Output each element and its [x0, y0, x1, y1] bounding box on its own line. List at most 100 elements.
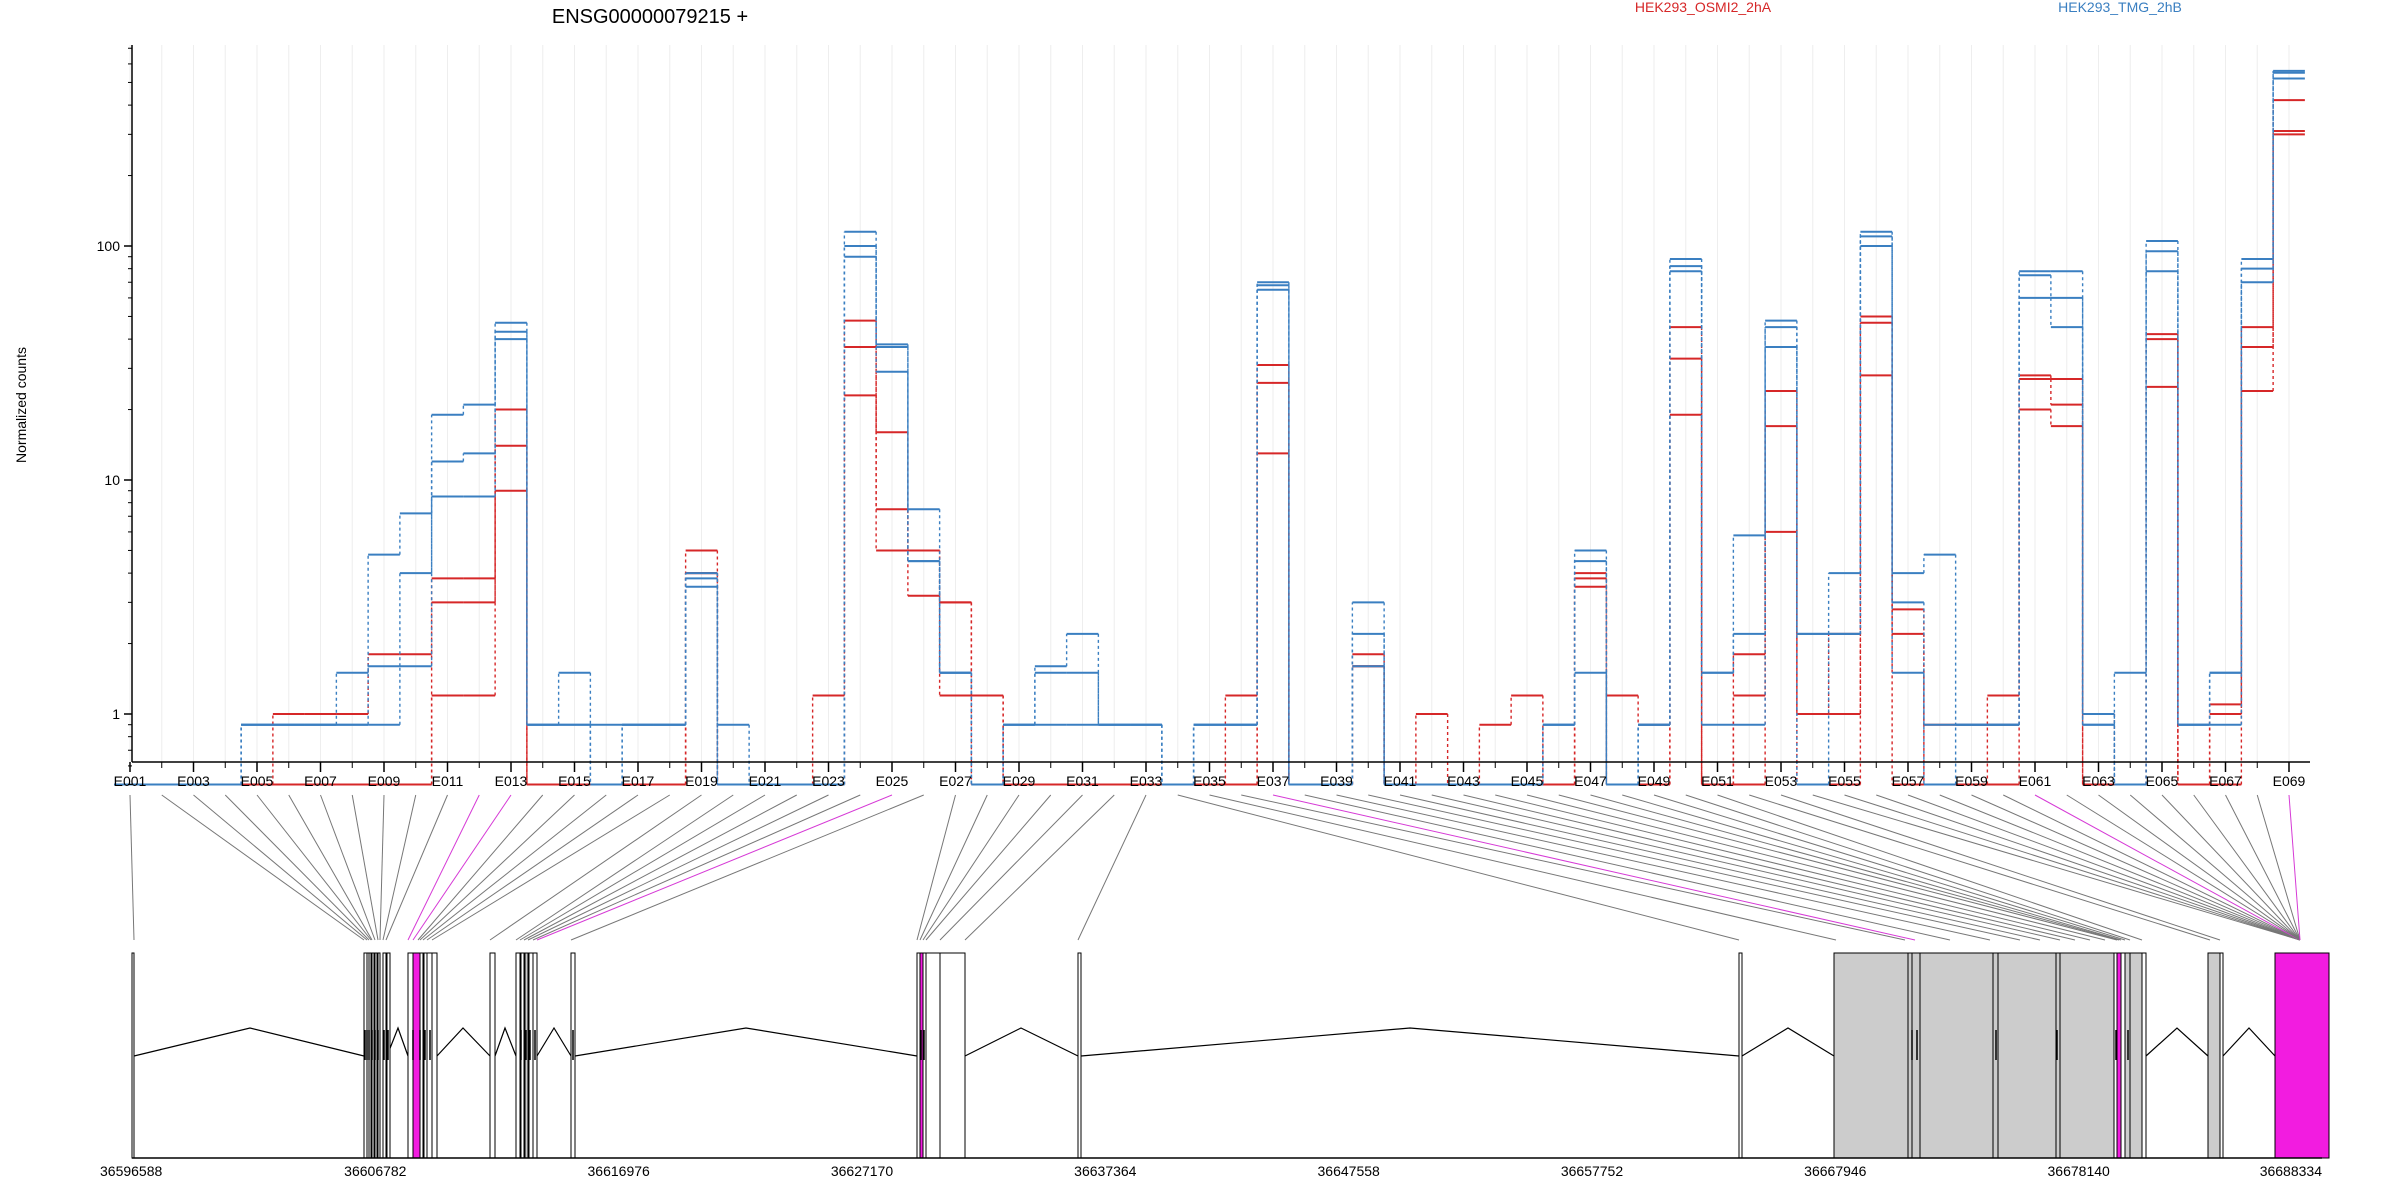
- exon-connector-lines: [129, 794, 2301, 941]
- y-axis-ticks: 1 10 100: [97, 47, 132, 785]
- exon-connector: [431, 794, 671, 941]
- exon-block: [2129, 952, 2143, 1159]
- x-tick-label: E051: [1701, 773, 1734, 789]
- exon-connector: [1622, 794, 2122, 941]
- exon-connector: [129, 794, 135, 941]
- exon-connector: [412, 794, 512, 941]
- exon-connector: [1590, 794, 2120, 941]
- series-step-connector: [240, 72, 2274, 785]
- exon-block: [2274, 952, 2330, 1159]
- legend-entry-2: HEK293_TMG_2hB: [2058, 0, 2182, 15]
- exon-connector: [1431, 794, 2061, 941]
- exon-connector: [2003, 794, 2301, 941]
- intron-line: [2145, 1027, 2209, 1057]
- genomic-coordinate-label: 36606782: [344, 1163, 407, 1179]
- x-tick-label: E009: [368, 773, 401, 789]
- genomic-coordinate-label: 36667946: [1804, 1163, 1867, 1179]
- x-tick-label: E043: [1447, 773, 1480, 789]
- exon-block: [2207, 952, 2221, 1159]
- exon-connector: [2161, 794, 2301, 941]
- y-tick-label: 1: [112, 706, 120, 722]
- gene-model: 36596588 36606782 36616976 36627170 36637364…: [100, 952, 2330, 1179]
- exon-connector: [320, 794, 376, 941]
- exon-connector: [1526, 794, 2106, 941]
- x-tick-label: E055: [1828, 773, 1861, 789]
- genomic-coordinate-label: 36678140: [2048, 1163, 2111, 1179]
- exon-connector: [2098, 794, 2301, 941]
- x-tick-label: E037: [1257, 773, 1290, 789]
- exon-block: [1911, 952, 1921, 1159]
- exon-block: [489, 952, 496, 1159]
- intron-line: [494, 1026, 517, 1057]
- x-tick-label: E029: [1003, 773, 1036, 789]
- series-step-connector: [240, 70, 2274, 785]
- x-tick-label: E007: [304, 773, 337, 789]
- exon-connector: [1939, 794, 2301, 941]
- intron-line: [964, 1027, 1079, 1057]
- x-tick-label: E001: [114, 773, 147, 789]
- exon-connector: [1844, 794, 2301, 941]
- genomic-coordinate-label: 36616976: [588, 1163, 651, 1179]
- y-tick-label: 10: [104, 472, 120, 488]
- exon-connector: [1653, 794, 2126, 941]
- exon-connector: [1077, 794, 1147, 941]
- intron-line: [1080, 1027, 1740, 1057]
- exon-connector: [417, 794, 544, 941]
- x-tick-label: E061: [2019, 773, 2052, 789]
- exon-connector: [1463, 794, 2076, 941]
- exon-connector: [922, 794, 1020, 941]
- exon-block: [2116, 952, 2122, 1159]
- exon-blocks: [131, 952, 2330, 1159]
- x-tick-label: E063: [2082, 773, 2115, 789]
- y-axis-label: Normalized counts: [13, 347, 29, 463]
- genomic-coordinate-label: 36627170: [831, 1163, 894, 1179]
- exon-connector: [2066, 794, 2301, 941]
- exon-connector: [1685, 794, 2131, 941]
- exon-connector: [419, 794, 575, 941]
- exon-connector: [1177, 794, 1740, 941]
- x-tick-label: E033: [1130, 773, 1163, 789]
- exon-block: [1833, 952, 1909, 1159]
- exon-block: [431, 952, 438, 1159]
- x-tick-label: E031: [1066, 773, 1099, 789]
- genomic-coordinate-label: 36596588: [100, 1163, 163, 1179]
- exon-connector: [351, 794, 379, 941]
- exon-block: [131, 952, 135, 1159]
- x-tick-label: E057: [1892, 773, 1925, 789]
- series-6: [114, 69, 2305, 786]
- exon-block: [515, 952, 521, 1159]
- x-tick-label: E005: [241, 773, 274, 789]
- exon-connector: [382, 794, 417, 941]
- x-axis-ticks: E001 E003 E005 E007 E009 E011 E013 E015 E017 E019…: [114, 762, 2306, 789]
- exon-connector: [2129, 794, 2301, 941]
- exon-connector: [1304, 794, 1951, 941]
- x-tick-label: E025: [876, 773, 909, 789]
- exon-connector: [1717, 794, 2143, 941]
- exon-block: [1919, 952, 1994, 1159]
- exon-block: [2219, 952, 2224, 1159]
- exon-connector: [193, 794, 368, 941]
- x-tick-label: E035: [1193, 773, 1226, 789]
- exon-connector: [1241, 794, 1906, 941]
- exon-block: [1997, 952, 2057, 1159]
- exon-connector: [1971, 794, 2301, 941]
- exon-connector: [224, 794, 370, 941]
- intron-line: [386, 1026, 409, 1057]
- exon-block: [939, 952, 966, 1159]
- x-tick-label: E039: [1320, 773, 1353, 789]
- genomic-coordinate-labels: 36596588 36606782 36616976 36627170 36637364…: [100, 1163, 2322, 1179]
- x-tick-label: E069: [2273, 773, 2306, 789]
- exon-connector: [1907, 794, 2301, 941]
- exon-connector: [964, 794, 1115, 941]
- exon-connector: [2288, 794, 2301, 941]
- exon-block: [1077, 952, 1082, 1159]
- x-tick-label: E019: [685, 773, 718, 789]
- exon-connector: [1399, 794, 2041, 941]
- legend-entry-1: HEK293_OSMI2_2hA: [1635, 0, 1772, 15]
- exon-connector: [925, 794, 1052, 941]
- genomic-coordinate-label: 36657752: [1561, 1163, 1624, 1179]
- exon-block: [925, 952, 941, 1159]
- exon-connector: [1336, 794, 1991, 941]
